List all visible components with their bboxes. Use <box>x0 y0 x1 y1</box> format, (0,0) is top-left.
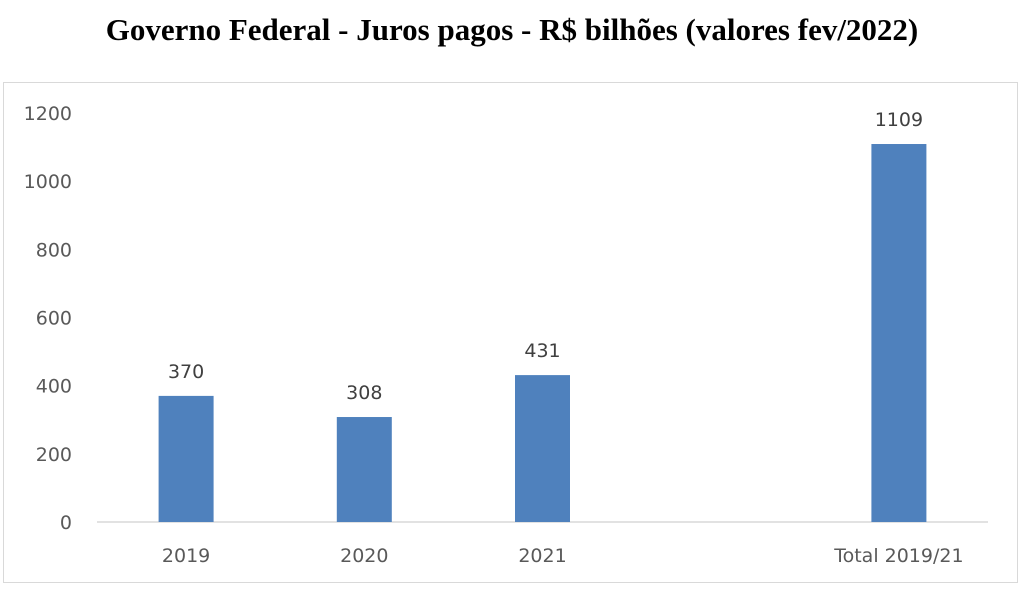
data-label: 308 <box>346 382 382 404</box>
y-tick-label: 600 <box>36 308 72 330</box>
bar <box>515 375 570 522</box>
y-axis-ticks: 0 200 400 600 800 1000 1200 <box>24 103 72 534</box>
data-label: 370 <box>168 361 204 383</box>
y-tick-label: 1200 <box>24 103 72 125</box>
y-tick-label: 0 <box>60 512 72 534</box>
y-tick-label: 1000 <box>24 171 72 193</box>
chart-title: Governo Federal - Juros pagos - R$ bilhõ… <box>105 12 919 47</box>
y-tick-label: 400 <box>36 376 72 398</box>
chart-frame <box>3 82 1018 583</box>
x-tick-label: Total 2019/21 <box>833 545 963 567</box>
data-label: 431 <box>524 340 560 362</box>
data-label: 1109 <box>875 109 923 131</box>
x-tick-label: 2021 <box>518 545 566 567</box>
y-tick-label: 200 <box>36 444 72 466</box>
x-tick-label: 2020 <box>340 545 388 567</box>
x-axis-ticks: 2019 2020 2021 Total 2019/21 <box>162 545 964 567</box>
bar <box>871 144 927 522</box>
y-tick-label: 800 <box>36 239 72 261</box>
bars-group: 370 308 431 1109 <box>158 109 927 522</box>
bar <box>158 395 214 522</box>
bar <box>336 417 392 522</box>
x-tick-label: 2019 <box>162 545 210 567</box>
